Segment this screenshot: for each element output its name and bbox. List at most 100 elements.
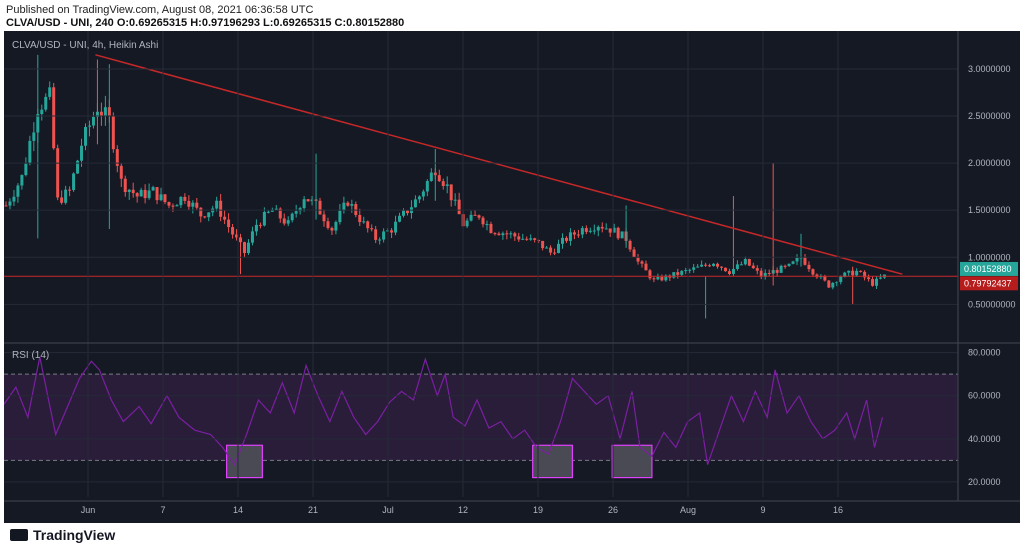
- candle-body: [131, 189, 135, 194]
- candle-body: [175, 205, 179, 207]
- candle-body: [775, 270, 779, 273]
- candle-body: [4, 205, 8, 207]
- candle-body: [219, 200, 223, 217]
- chart-canvas[interactable]: Jun 7 14 21 Jul 12 19 26 Aug 9 16 0.50000000 1.00000…: [3, 31, 1020, 523]
- candle-body: [485, 223, 489, 225]
- candle-body: [227, 219, 231, 228]
- candle-body: [394, 221, 398, 233]
- rsi-line: [3, 356, 884, 466]
- candle-body: [747, 259, 751, 266]
- x-tick-label: 21: [308, 505, 318, 515]
- candle-body: [859, 270, 863, 272]
- candle-body: [716, 263, 720, 267]
- candle-body: [8, 201, 12, 206]
- tradingview-logo-icon: [10, 529, 28, 541]
- candle-body: [541, 240, 545, 249]
- candle-body: [68, 189, 72, 191]
- x-tick-label: 26: [608, 505, 618, 515]
- candle-body: [421, 191, 425, 197]
- candle-body: [684, 270, 688, 272]
- candle-body: [282, 218, 286, 224]
- candle-body: [203, 216, 207, 218]
- candle-body: [84, 126, 87, 146]
- candle-body: [250, 231, 254, 243]
- candle-body: [258, 224, 262, 226]
- candle-body: [600, 226, 604, 229]
- candle-body: [533, 238, 537, 240]
- candle-body: [509, 233, 513, 235]
- candle-body: [429, 172, 433, 181]
- x-tick-label: 9: [760, 505, 765, 515]
- candle-body: [123, 178, 127, 193]
- candle-body: [366, 221, 370, 229]
- candle-body: [572, 232, 576, 235]
- candle-body: [246, 242, 250, 254]
- candle-body: [513, 233, 517, 237]
- price-pane-title: CLVA/USD - UNI, 4h, Heikin Ashi: [12, 40, 158, 51]
- candle-body: [362, 221, 366, 223]
- candle-body: [568, 232, 572, 241]
- candle-body: [727, 271, 731, 274]
- candle-body: [243, 242, 246, 254]
- candle-body: [783, 265, 787, 267]
- candle-body: [405, 210, 409, 214]
- candle-body: [441, 181, 445, 187]
- candle-body: [620, 231, 624, 239]
- candle-body: [723, 267, 727, 272]
- candle-body: [179, 196, 183, 206]
- price-pane: [4, 54, 958, 319]
- candle-body: [338, 210, 342, 223]
- candle-body: [72, 173, 76, 191]
- candle-body: [24, 163, 28, 176]
- candle-body: [636, 257, 640, 262]
- candle-body: [52, 87, 56, 149]
- candle-body: [40, 109, 44, 115]
- candle-body: [91, 116, 95, 126]
- candle-body: [80, 145, 84, 161]
- candle-body: [437, 175, 441, 182]
- candle-body: [835, 282, 839, 284]
- candle-body: [545, 247, 549, 249]
- candle-body: [87, 125, 91, 127]
- chart-frame: Jun 7 14 21 Jul 12 19 26 Aug 9 16 0.50000000 1.00000…: [3, 31, 1020, 523]
- candle-body: [223, 216, 227, 220]
- candle-body: [608, 228, 612, 233]
- candle-body: [306, 199, 310, 202]
- candle-body: [672, 272, 676, 278]
- candle-body: [334, 222, 338, 231]
- candle-body: [12, 196, 16, 202]
- candle-body: [640, 261, 644, 264]
- candle-body: [596, 226, 600, 231]
- candle-body: [417, 196, 421, 200]
- tradingview-logo[interactable]: TradingView: [10, 527, 115, 543]
- candle-body: [652, 278, 656, 280]
- candle-body: [115, 149, 119, 166]
- candle-body: [489, 223, 493, 234]
- candle-body: [32, 132, 36, 141]
- candle-body: [708, 265, 712, 267]
- candle-body: [779, 265, 783, 273]
- candle-body: [584, 228, 588, 232]
- candle-body: [425, 180, 429, 192]
- level-price-badge: [960, 276, 1018, 291]
- candle-body: [119, 165, 123, 179]
- candle-body: [171, 205, 175, 207]
- candle-body: [139, 189, 143, 197]
- candle-body: [465, 220, 469, 227]
- candle-body: [298, 208, 302, 212]
- candle-body: [644, 263, 648, 271]
- candle-body: [302, 199, 306, 209]
- candle-body: [215, 200, 219, 209]
- rsi-tick-label: 80.0000: [968, 348, 1001, 358]
- candle-body: [704, 264, 708, 266]
- candle-body: [612, 227, 616, 233]
- candle-body: [875, 278, 879, 286]
- rsi-tick-label: 20.0000: [968, 477, 1001, 487]
- candle-body: [28, 140, 32, 164]
- candle-body: [103, 107, 107, 116]
- candle-body: [262, 211, 266, 226]
- candle-body: [811, 269, 815, 275]
- chart-header: Published on TradingView.com, August 08,…: [0, 0, 1024, 30]
- candle-body: [163, 194, 167, 203]
- candle-body: [330, 227, 334, 231]
